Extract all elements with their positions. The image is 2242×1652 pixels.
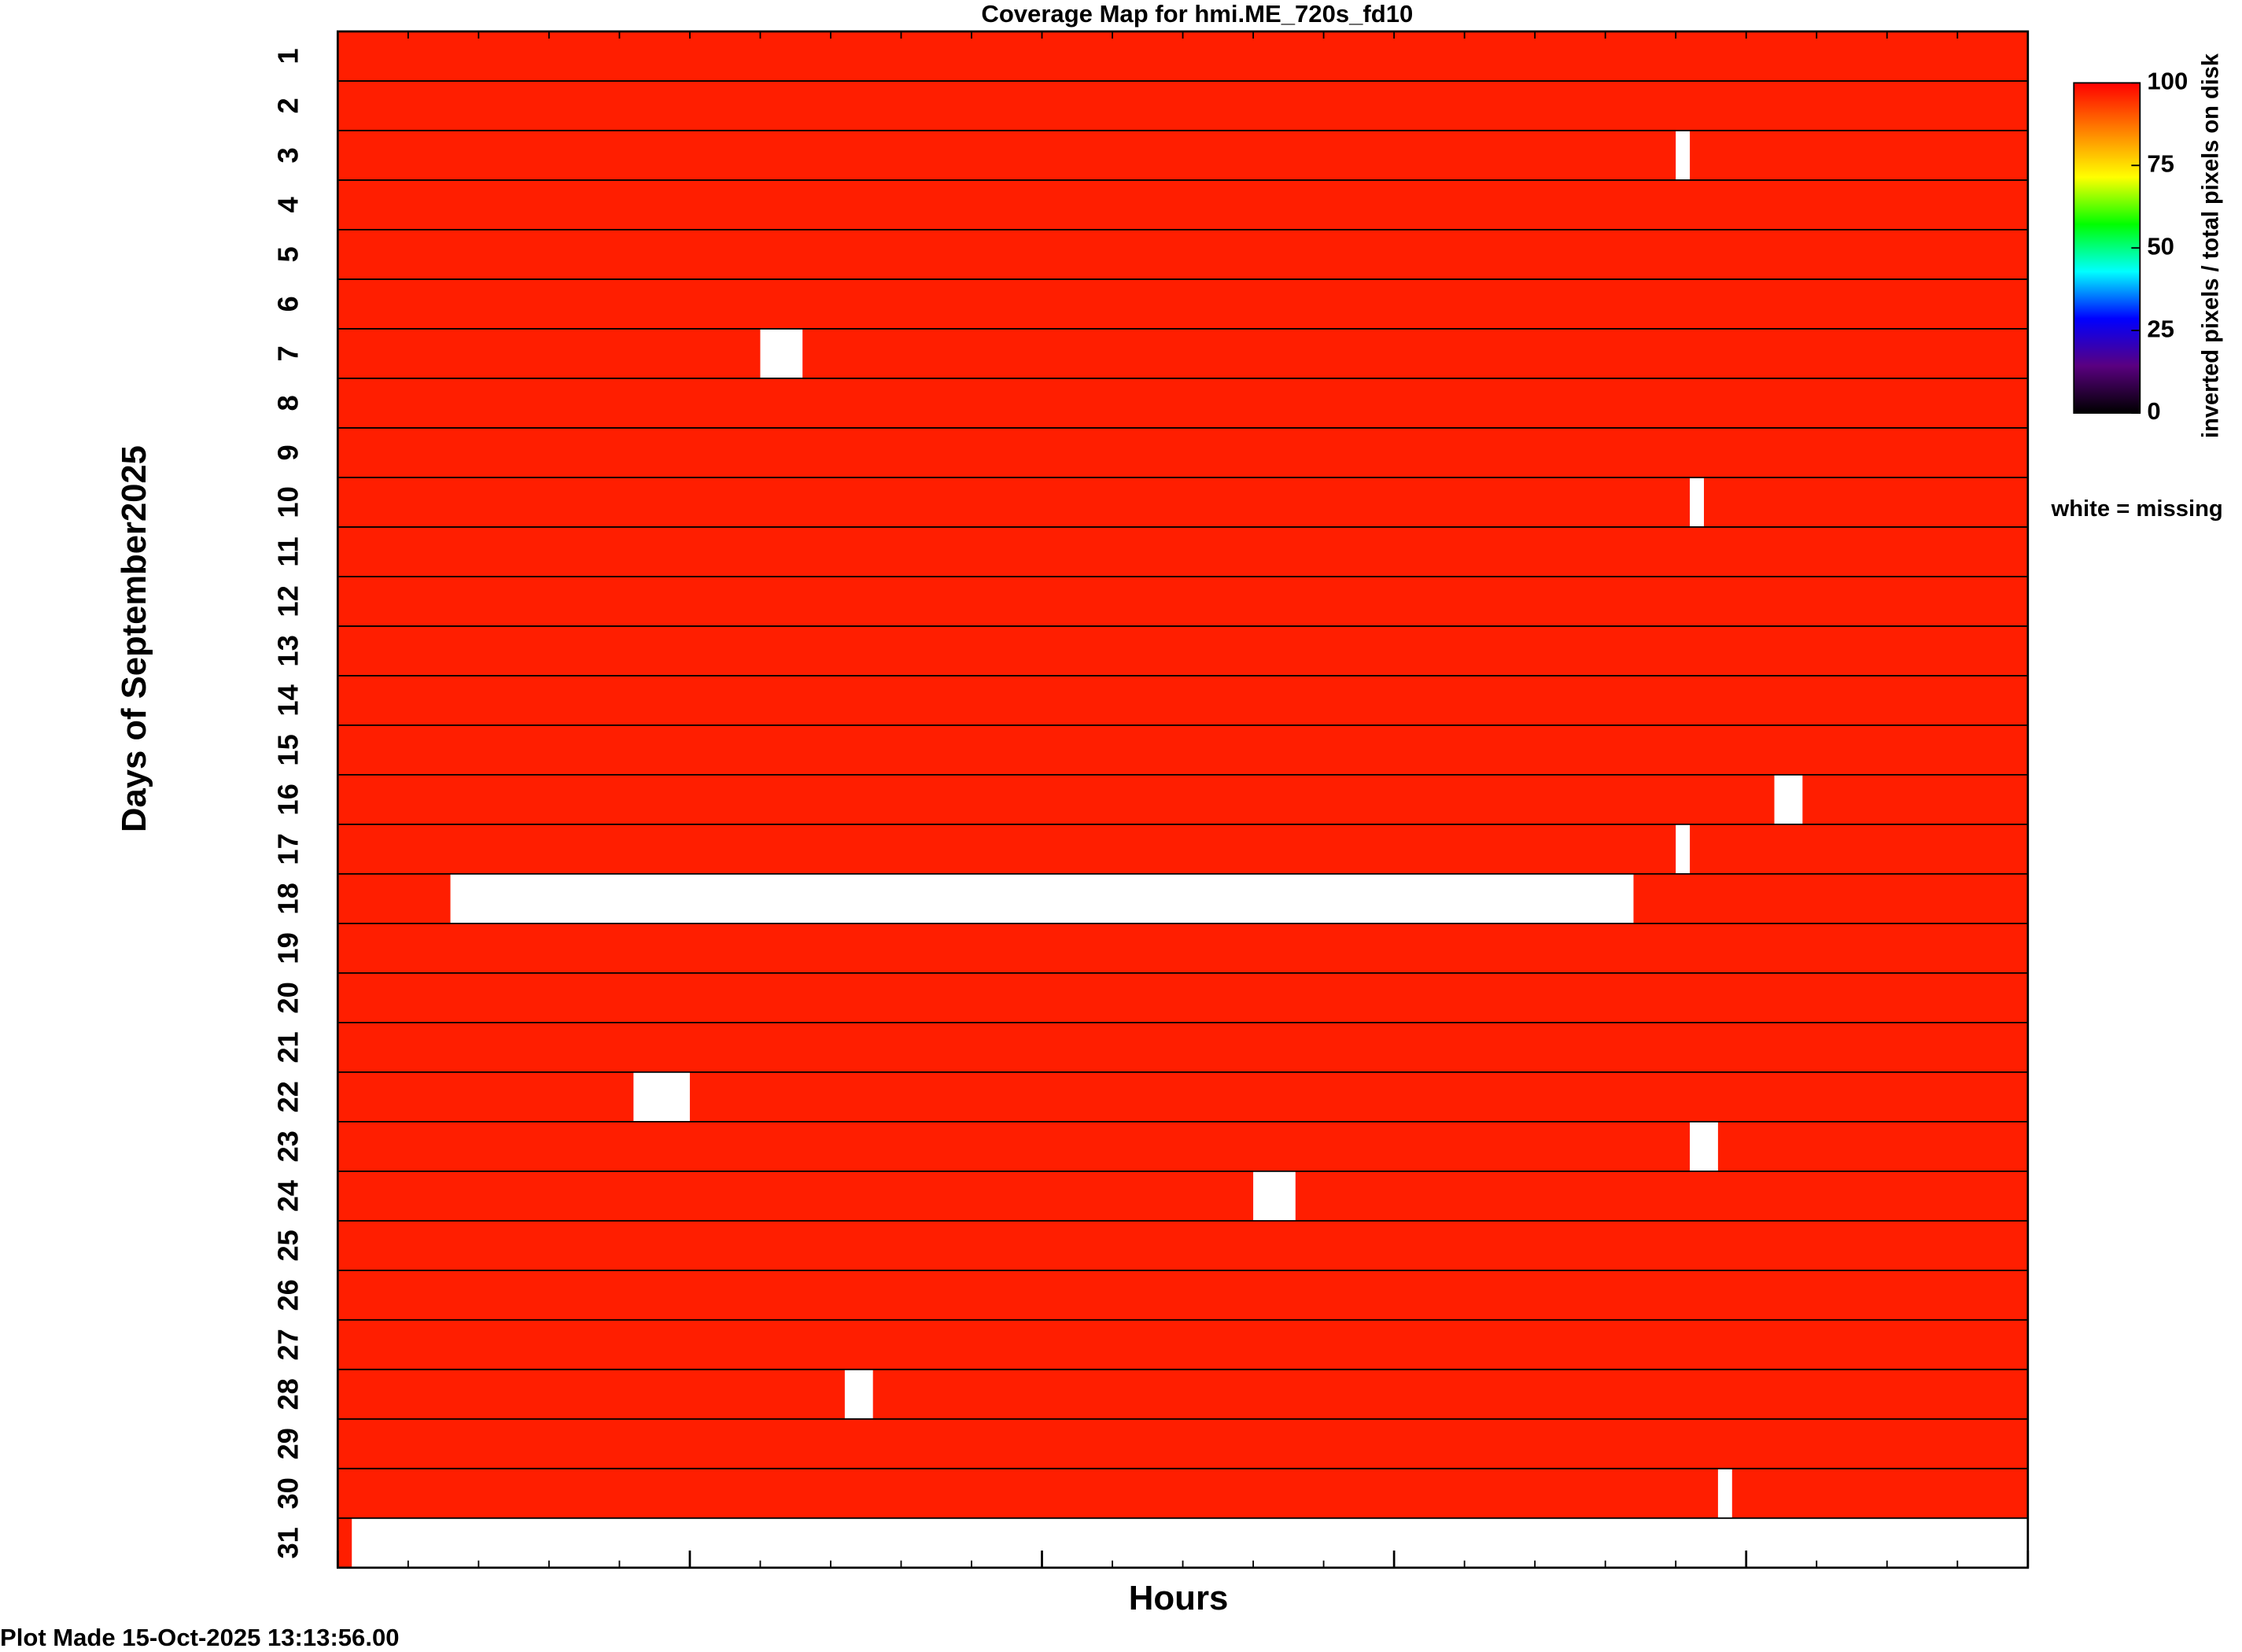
missing-gap [1690,1121,1718,1171]
missing-gap [1717,1468,1732,1518]
coverage-row [337,1319,2028,1370]
y-tick-label: 29 [272,1428,304,1459]
y-tick-label: 21 [272,1031,304,1063]
colorbar-tick-label: 100 [2147,68,2188,95]
coverage-row [337,526,2028,577]
y-tick-label: 6 [272,296,304,312]
coverage-row [337,1121,2028,1171]
y-tick-label: 17 [272,833,304,865]
y-tick-label: 18 [272,883,304,914]
coverage-row [337,824,2028,874]
x-axis-title: Hours [1129,1579,1229,1617]
y-tick-label: 14 [272,684,304,716]
coverage-row [337,923,2028,973]
coverage-row [337,80,2028,131]
y-tick-label: 23 [272,1130,304,1162]
coverage-row [337,1468,2028,1518]
coverage-row [337,1418,2028,1469]
missing-gap [633,1071,690,1122]
coverage-row [337,378,2028,428]
y-tick-label: 11 [272,537,304,566]
y-tick-label: 13 [272,635,304,666]
colorbar-tick-label: 0 [2147,397,2160,425]
y-tick-label: 27 [272,1329,304,1360]
y-tick-label: 12 [272,585,304,617]
coverage-row [337,1220,2028,1270]
coverage-row [337,278,2028,329]
y-tick-label: 24 [272,1179,304,1211]
coverage-row [337,725,2028,775]
coverage-row [337,774,2028,824]
plot-frame [336,30,2030,1569]
coverage-row [337,328,2028,378]
missing-gap [1676,130,1691,180]
missing-gap [760,328,803,378]
missing-gap [1253,1171,1296,1221]
y-tick-label: 5 [272,246,304,262]
coverage-row [337,477,2028,527]
y-tick-label: 31 [272,1527,304,1558]
coverage-row [337,31,2028,81]
y-tick-label: 8 [272,395,304,411]
colorbar-label: inverted pixels / total pixels on disk [2198,53,2223,438]
missing-gap [1690,477,1705,527]
missing-gap [1676,824,1691,874]
coverage-row [337,1171,2028,1221]
y-tick-label: 19 [272,932,304,964]
y-tick-label: 3 [272,147,304,163]
coverage-row [337,229,2028,279]
coverage-row [337,1270,2028,1320]
coverage-row [337,1369,2028,1419]
y-tick-label: 1 [272,48,304,64]
coverage-row [337,972,2028,1023]
coverage-row [337,427,2028,478]
y-tick-label: 28 [272,1378,304,1410]
coverage-row [337,1022,2028,1072]
y-tick-label: 25 [272,1230,304,1261]
y-tick-label: 10 [272,486,304,518]
colorbar-tick-label: 25 [2147,315,2174,342]
missing-gap [844,1369,873,1419]
colorbar [2073,82,2141,414]
y-tick-label: 4 [272,197,304,213]
y-tick-label: 30 [272,1477,304,1509]
coverage-row [337,675,2028,725]
y-tick-label: 2 [272,98,304,113]
y-tick-label: 20 [272,982,304,1013]
coverage-row [337,130,2028,180]
y-tick-label: 16 [272,784,304,815]
colorbar-tick-label: 50 [2147,232,2174,260]
coverage-row [337,576,2028,626]
footer: Plot Made 15-Oct-2025 13:13:56.00 [0,1624,400,1651]
coverage-row [337,1071,2028,1122]
y-tick-label: 22 [272,1081,304,1112]
coverage-row [337,625,2028,676]
missing-gap [450,873,1634,924]
y-tick-label: 26 [272,1279,304,1311]
coverage-row [337,179,2028,230]
y-tick-label: 15 [272,734,304,765]
colorbar-tick-label: 75 [2147,150,2174,178]
chart-title: Coverage Map for hmi.ME_720s_fd10 [981,0,1413,28]
missing-gap [352,1517,2028,1568]
missing-gap [1774,774,1803,824]
missing-note: white = missing [2050,496,2222,522]
y-tick-label: 9 [272,444,304,460]
y-tick-label: 7 [272,345,304,361]
y-axis-title: Days of September2025 [115,445,153,832]
